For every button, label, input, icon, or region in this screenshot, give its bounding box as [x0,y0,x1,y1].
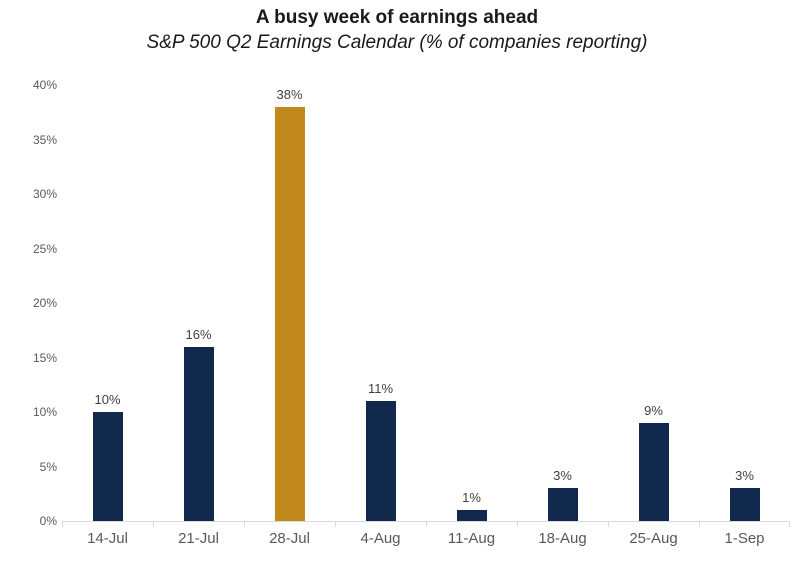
x-axis-tick [699,522,700,527]
y-axis-label: 35% [32,132,57,147]
bar [183,346,214,521]
bar-value-label: 10% [94,392,121,407]
bar [92,412,123,521]
x-axis-tick [789,522,790,527]
bar-slot: 9% [608,85,699,521]
y-axis-label: 25% [32,241,57,256]
x-axis-tick [608,522,609,527]
x-axis-label: 25-Aug [629,530,678,547]
y-axis: 0% 5% 10% 15% 20% 25% 30% 35% 40% [0,78,57,528]
x-axis-tick [335,522,336,527]
bar [547,488,578,521]
x-axis-labels: 14-Jul 21-Jul 28-Jul 4-Aug 11-Aug 18-Aug 25-Au… [62,530,790,547]
plot-area: 10% 16% 38% 11% 1% 3% 9% 3% [62,85,790,527]
bar-slot: 3% [699,85,790,521]
x-axis-tick [62,522,63,527]
x-axis-label: 18-Aug [538,530,587,547]
chart-title: A busy week of earnings ahead [255,7,539,28]
bar-value-label: 1% [462,490,481,506]
bar-slot: 38% [244,85,335,521]
bar-slot: 1% [426,85,517,521]
x-axis-tick [517,522,518,527]
x-axis-line [62,521,790,522]
y-axis-label: 0% [39,514,57,528]
x-axis-label: 14-Jul [87,530,128,547]
y-axis-label: 40% [32,78,57,92]
bar-value-label: 9% [644,402,663,418]
bar-slots: 10% 16% 38% 11% 1% 3% 9% 3% [62,85,790,521]
x-axis-tick [426,522,427,527]
y-axis-label: 15% [32,350,57,365]
x-axis-label: 4-Aug [360,530,401,547]
bar [729,488,760,521]
x-axis-label: 28-Jul [269,530,310,547]
bar-value-label: 38% [276,86,303,102]
y-axis-label: 20% [32,296,57,310]
x-axis-tick [153,522,154,527]
y-axis-label: 5% [39,459,57,474]
bar-value-label: 3% [553,468,572,484]
bar-highlighted [274,106,305,521]
y-axis-label: 10% [32,405,57,419]
x-axis-label: 1-Sep [724,530,765,547]
bar [456,510,487,521]
x-axis-tick [244,522,245,527]
bar-slot: 10% [62,85,153,521]
x-axis-label: 11-Aug [447,530,496,547]
bar-value-label: 16% [185,326,212,342]
bar-value-label: 3% [735,468,754,484]
chart-subtitle: S&P 500 Q2 Earnings Calendar (% of compa… [146,32,648,53]
bar [365,401,396,521]
bar [638,422,669,521]
bar-slot: 16% [153,85,244,521]
bar-value-label: 11% [367,381,394,397]
y-axis-label: 30% [32,187,57,201]
bar-slot: 11% [335,85,426,521]
x-axis-label: 21-Jul [178,530,219,547]
bar-slot: 3% [517,85,608,521]
